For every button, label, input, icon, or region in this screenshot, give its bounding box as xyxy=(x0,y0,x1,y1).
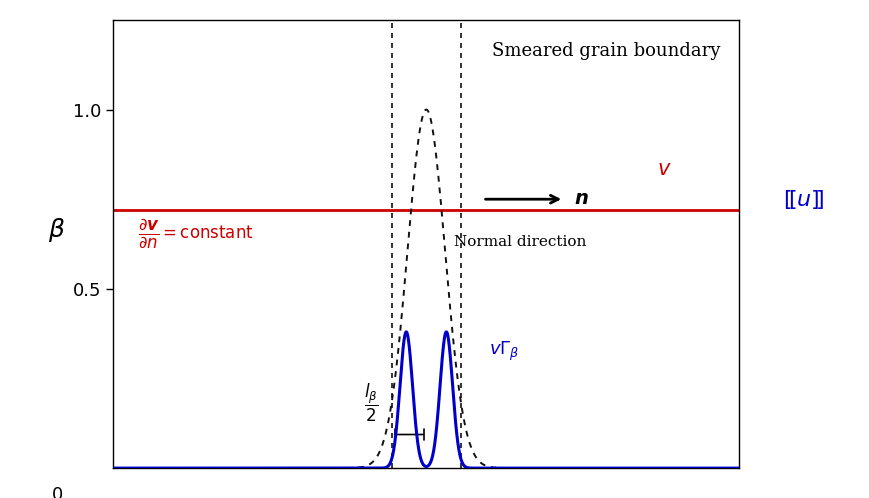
Y-axis label: $\beta$: $\beta$ xyxy=(48,216,64,244)
Text: 0: 0 xyxy=(51,486,63,498)
Text: $\dfrac{\partial \boldsymbol{v}}{\partial n}= \mathrm{constant}$: $\dfrac{\partial \boldsymbol{v}}{\partia… xyxy=(138,217,254,250)
Text: Normal direction: Normal direction xyxy=(454,235,586,249)
Text: Smeared grain boundary: Smeared grain boundary xyxy=(492,42,720,60)
Text: $\boldsymbol{n}$: $\boldsymbol{n}$ xyxy=(573,190,587,208)
Text: $[\![u]\!]$: $[\![u]\!]$ xyxy=(782,188,824,211)
Text: $v$: $v$ xyxy=(656,159,671,179)
Text: $v\Gamma_{\beta}$: $v\Gamma_{\beta}$ xyxy=(488,340,519,363)
Text: $\dfrac{l_{\beta}}{2}$: $\dfrac{l_{\beta}}{2}$ xyxy=(363,382,378,424)
